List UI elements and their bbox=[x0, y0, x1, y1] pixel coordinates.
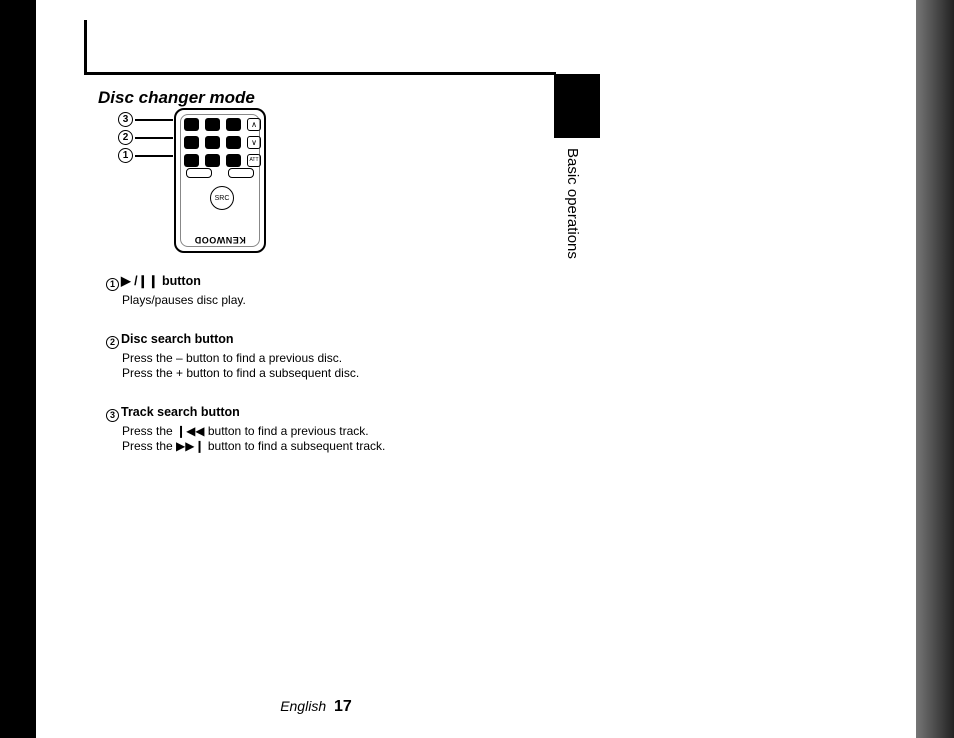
item-3-line: Press the ▶▶❙ button to find a subsequen… bbox=[122, 439, 406, 454]
side-tab-label: Basic operations bbox=[564, 148, 581, 288]
rule-vertical bbox=[84, 20, 87, 74]
callout-2: 2 bbox=[118, 130, 173, 145]
callout-1: 1 bbox=[118, 148, 173, 163]
remote-body: ∧ ∨ ATT SRC KENWOOD bbox=[174, 108, 266, 253]
item-3-line: Press the ❙◀◀ button to find a previous … bbox=[122, 424, 406, 439]
item-1: 1▶ /❙❙ button Plays/pauses disc play. bbox=[106, 274, 406, 308]
manual-page: Disc changer mode Basic operations 3 2 1… bbox=[36, 0, 916, 738]
item-1-body: Plays/pauses disc play. bbox=[122, 293, 406, 308]
scan-shadow-left bbox=[0, 0, 36, 738]
section-title: Disc changer mode bbox=[98, 88, 255, 108]
callout-2-num: 2 bbox=[118, 130, 133, 145]
item-1-num: 1 bbox=[106, 278, 119, 291]
remote-down-icon: ∨ bbox=[247, 136, 261, 149]
item-2-num: 2 bbox=[106, 336, 119, 349]
remote-btn bbox=[226, 118, 241, 131]
callout-3-line bbox=[135, 119, 173, 121]
item-2-line: Press the – button to find a previous di… bbox=[122, 351, 406, 366]
callout-3: 3 bbox=[118, 112, 173, 127]
remote-btn bbox=[184, 154, 199, 167]
item-3-head: 3Track search button bbox=[106, 405, 406, 422]
body-column: 1▶ /❙❙ button Plays/pauses disc play. 2D… bbox=[106, 274, 406, 478]
remote-btn bbox=[205, 154, 220, 167]
remote-btn bbox=[184, 136, 199, 149]
remote-diagram: 3 2 1 ∧ ∨ ATT bbox=[148, 108, 308, 258]
item-2-body: Press the – button to find a previous di… bbox=[122, 351, 406, 381]
item-1-head: 1▶ /❙❙ button bbox=[106, 274, 406, 291]
item-3-title: Track search button bbox=[121, 405, 240, 419]
remote-pill bbox=[186, 168, 212, 178]
remote-btn bbox=[184, 118, 199, 131]
item-2: 2Disc search button Press the – button t… bbox=[106, 332, 406, 381]
remote-btn bbox=[226, 154, 241, 167]
item-2-title: Disc search button bbox=[121, 332, 234, 346]
callout-1-line bbox=[135, 155, 173, 157]
item-2-line: Press the + button to find a subsequent … bbox=[122, 366, 406, 381]
remote-att-btn: ATT bbox=[247, 154, 261, 167]
callout-1-num: 1 bbox=[118, 148, 133, 163]
remote-btn bbox=[205, 118, 220, 131]
callout-2-line bbox=[135, 137, 173, 139]
item-1-title: button bbox=[162, 274, 201, 288]
remote-btn bbox=[205, 136, 220, 149]
remote-up-icon: ∧ bbox=[247, 118, 261, 131]
page-footer: English 17 bbox=[36, 698, 596, 716]
remote-pill-row bbox=[186, 168, 254, 180]
footer-lang: English bbox=[280, 698, 326, 714]
item-3-body: Press the ❙◀◀ button to find a previous … bbox=[122, 424, 406, 454]
item-3-num: 3 bbox=[106, 409, 119, 422]
side-tab-marker bbox=[554, 74, 600, 138]
remote-btn bbox=[226, 136, 241, 149]
play-pause-icon: ▶ /❙❙ bbox=[121, 274, 162, 288]
item-2-head: 2Disc search button bbox=[106, 332, 406, 349]
rule-horizontal bbox=[84, 72, 556, 75]
item-1-line: Plays/pauses disc play. bbox=[122, 293, 406, 308]
remote-src-btn: SRC bbox=[210, 186, 234, 210]
callout-3-num: 3 bbox=[118, 112, 133, 127]
remote-brand: KENWOOD bbox=[176, 235, 264, 245]
remote-button-grid: ∧ ∨ ATT bbox=[184, 116, 263, 168]
item-3: 3Track search button Press the ❙◀◀ butto… bbox=[106, 405, 406, 454]
remote-pill bbox=[228, 168, 254, 178]
footer-page-num: 17 bbox=[334, 698, 352, 715]
